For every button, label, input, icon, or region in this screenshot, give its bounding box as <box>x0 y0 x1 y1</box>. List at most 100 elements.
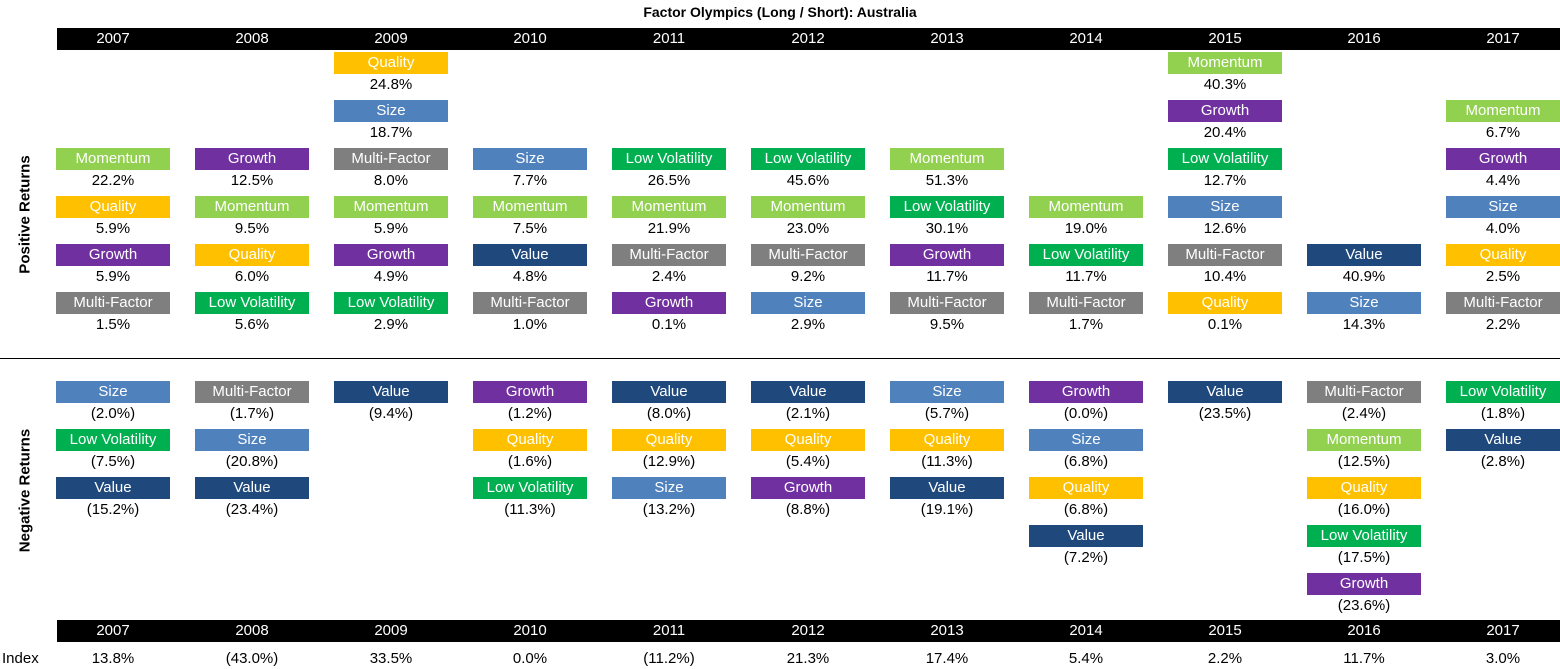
factor-return-value: 2.2% <box>1485 316 1521 333</box>
bottom-year-label: 2010 <box>513 622 547 639</box>
factor-return-value: 23.0% <box>786 220 830 237</box>
chart-title: Factor Olympics (Long / Short): Australi… <box>643 4 917 20</box>
index-return-value: 21.3% <box>786 650 830 667</box>
top-year-label: 2007 <box>96 30 130 47</box>
top-year-label: 2012 <box>791 30 825 47</box>
factor-box: Growth <box>751 477 865 499</box>
factor-box: Value <box>890 477 1004 499</box>
factor-return-value: 4.4% <box>1485 172 1521 189</box>
factor-box: Growth <box>334 244 448 266</box>
factor-return-value: 5.9% <box>95 220 131 237</box>
factor-return-value: 26.5% <box>647 172 691 189</box>
top-year-label: 2017 <box>1486 30 1520 47</box>
factor-box: Value <box>1307 244 1421 266</box>
factor-box: Low Volatility <box>890 196 1004 218</box>
factor-box: Quality <box>1168 292 1282 314</box>
bottom-year-label: 2014 <box>1069 622 1103 639</box>
factor-box: Quality <box>1307 477 1421 499</box>
bottom-year-label: 2009 <box>374 622 408 639</box>
factor-box: Multi-Factor <box>890 292 1004 314</box>
factor-box: Low Volatility <box>195 292 309 314</box>
factor-return-value: (16.0%) <box>1337 501 1391 518</box>
factor-return-value: 12.7% <box>1203 172 1247 189</box>
index-return-value: (11.2%) <box>643 650 695 667</box>
factor-box: Value <box>195 477 309 499</box>
top-year-label: 2013 <box>930 30 964 47</box>
factor-box: Size <box>1029 429 1143 451</box>
factor-return-value: 12.5% <box>230 172 274 189</box>
factor-box: Size <box>1446 196 1560 218</box>
factor-return-value: 11.7% <box>1065 268 1107 285</box>
factor-box: Growth <box>195 148 309 170</box>
factor-return-value: 19.0% <box>1064 220 1108 237</box>
factor-return-value: 4.9% <box>373 268 409 285</box>
factor-return-value: (12.5%) <box>1337 453 1391 470</box>
factor-return-value: 18.7% <box>369 124 413 141</box>
bottom-year-label: 2013 <box>930 622 964 639</box>
factor-return-value: 1.7% <box>1068 316 1104 333</box>
factor-box: Multi-Factor <box>1029 292 1143 314</box>
factor-box: Low Volatility <box>1168 148 1282 170</box>
factor-return-value: 5.6% <box>234 316 270 333</box>
factor-return-value: 4.0% <box>1485 220 1521 237</box>
index-return-value: 0.0% <box>512 650 548 667</box>
factor-return-value: (2.8%) <box>1480 453 1526 470</box>
factor-box: Growth <box>1446 148 1560 170</box>
factor-box: Value <box>751 381 865 403</box>
factor-return-value: 2.5% <box>1485 268 1521 285</box>
factor-return-value: (17.5%) <box>1337 549 1391 566</box>
factor-return-value: (2.0%) <box>90 405 136 422</box>
top-year-label: 2011 <box>652 30 686 47</box>
factor-return-value: (0.0%) <box>1063 405 1109 422</box>
factor-box: Momentum <box>751 196 865 218</box>
factor-return-value: 5.9% <box>373 220 409 237</box>
factor-return-value: 11.7% <box>926 268 968 285</box>
factor-box: Quality <box>612 429 726 451</box>
factor-box: Growth <box>1307 573 1421 595</box>
factor-box: Size <box>612 477 726 499</box>
factor-box: Momentum <box>195 196 309 218</box>
factor-box: Momentum <box>1307 429 1421 451</box>
bottom-year-label: 2007 <box>96 622 130 639</box>
factor-return-value: (7.5%) <box>90 453 136 470</box>
factor-box: Low Volatility <box>56 429 170 451</box>
factor-return-value: (19.1%) <box>920 501 974 518</box>
bottom-year-label: 2008 <box>235 622 269 639</box>
factor-box: Momentum <box>890 148 1004 170</box>
factor-box: Size <box>751 292 865 314</box>
factor-box: Size <box>1168 196 1282 218</box>
bottom-year-label: 2016 <box>1347 622 1381 639</box>
factor-return-value: (23.5%) <box>1198 405 1252 422</box>
factor-return-value: 2.9% <box>790 316 826 333</box>
top-year-label: 2009 <box>374 30 408 47</box>
factor-box: Low Volatility <box>1446 381 1560 403</box>
factor-box: Size <box>56 381 170 403</box>
factor-box: Quality <box>195 244 309 266</box>
factor-box: Size <box>890 381 1004 403</box>
factor-box: Size <box>195 429 309 451</box>
factor-return-value: (8.8%) <box>785 501 831 518</box>
factor-box: Value <box>1168 381 1282 403</box>
factor-return-value: 6.7% <box>1485 124 1521 141</box>
factor-return-value: 10.4% <box>1203 268 1247 285</box>
factor-return-value: (13.2%) <box>642 501 696 518</box>
factor-return-value: 51.3% <box>925 172 969 189</box>
factor-box: Low Volatility <box>1029 244 1143 266</box>
factor-return-value: 22.2% <box>91 172 135 189</box>
factor-box: Low Volatility <box>751 148 865 170</box>
factor-box: Multi-Factor <box>751 244 865 266</box>
factor-return-value: (1.6%) <box>507 453 553 470</box>
factor-return-value: (23.4%) <box>225 501 279 518</box>
factor-return-value: 7.7% <box>512 172 548 189</box>
factor-box: Size <box>334 100 448 122</box>
factor-box: Multi-Factor <box>56 292 170 314</box>
factor-box: Momentum <box>1168 52 1282 74</box>
factor-return-value: 21.9% <box>647 220 691 237</box>
index-return-value: 3.0% <box>1485 650 1521 667</box>
bottom-year-label: 2012 <box>791 622 825 639</box>
factor-return-value: 1.0% <box>512 316 548 333</box>
factor-return-value: (1.7%) <box>229 405 275 422</box>
factor-return-value: 9.5% <box>929 316 965 333</box>
factor-box: Momentum <box>473 196 587 218</box>
